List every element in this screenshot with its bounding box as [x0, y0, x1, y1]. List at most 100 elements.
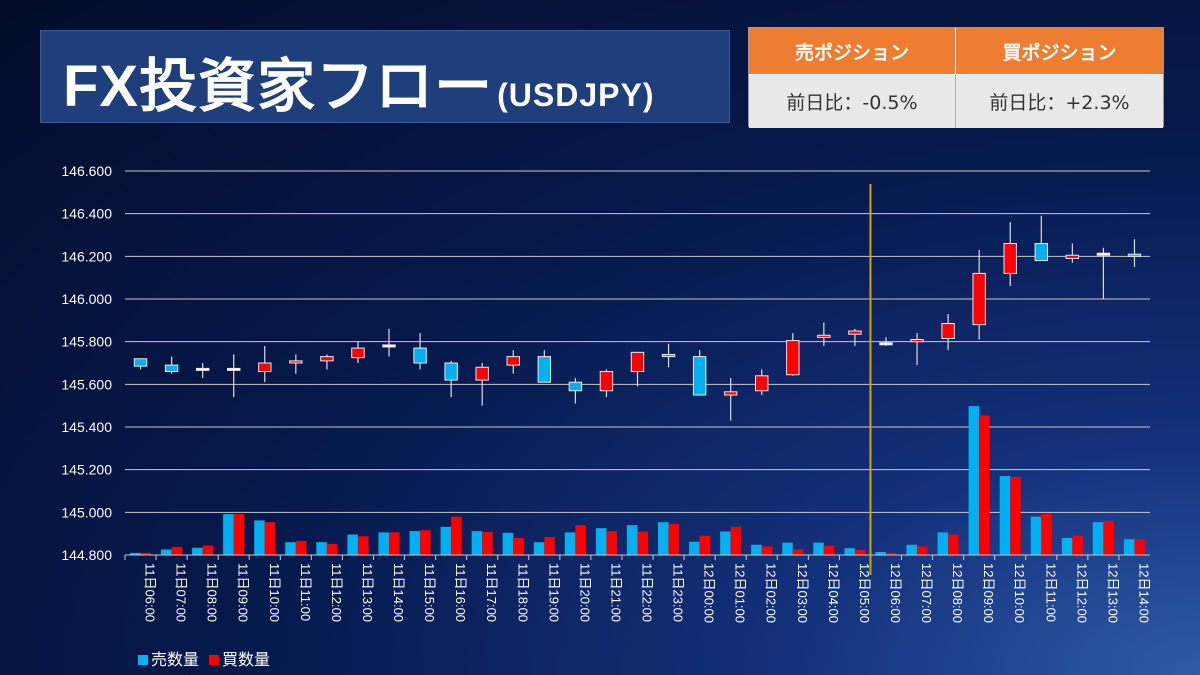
candle-body: [723, 391, 738, 396]
buy-volume-bar: [264, 522, 276, 555]
x-tick-label: 12日10:00: [1012, 563, 1027, 623]
sell-volume-bar: [875, 552, 886, 555]
sell-volume-bar: [813, 542, 824, 555]
buy-volume-bar: [1041, 514, 1052, 555]
x-tick-label: 12日04:00: [826, 563, 841, 623]
x-tick-label: 11日16:00: [453, 563, 468, 622]
y-tick-label: 145.000: [61, 504, 112, 520]
candle-body: [786, 340, 800, 376]
x-tick-label: 12日05:00: [857, 563, 872, 623]
x-tick-label: 11日13:00: [360, 563, 375, 622]
sell-volume-bar: [533, 542, 545, 555]
x-tick-label: 11日12:00: [329, 563, 344, 622]
title-text: FX投資家フロー: [63, 54, 494, 119]
sell-volume-bar: [440, 526, 452, 555]
legend-buy: 買数量: [209, 646, 270, 670]
legend-buy-swatch: [209, 655, 220, 665]
x-tick-label: 11日08:00: [205, 563, 220, 622]
candle-body: [1065, 254, 1080, 259]
candle-body: [320, 356, 334, 362]
buy-volume-bar: [575, 525, 586, 555]
candle-body: [537, 356, 552, 383]
buy-volume-bar: [202, 545, 214, 555]
y-tick-label: 146.600: [61, 163, 112, 179]
position-table: 売ポジション 買ポジション 前日比：-0.5% 前日比：+2.3%: [748, 27, 1164, 128]
sell-volume-bar: [751, 544, 762, 555]
page-title: FX投資家フロー (USDJPY): [63, 39, 654, 123]
x-tick-label: 11日06:00: [143, 563, 158, 622]
x-tick-label: 11日18:00: [515, 563, 530, 622]
buy-volume-bar: [761, 546, 773, 555]
buy-volume-bar: [389, 532, 400, 555]
y-tick-label: 144.800: [61, 547, 112, 563]
title-panel: FX投資家フロー (USDJPY): [40, 30, 730, 123]
sell-volume-bar: [161, 549, 172, 555]
buy-position-header: 買ポジション: [956, 28, 1163, 74]
x-tick-label: 11日14:00: [391, 563, 406, 622]
candle-body: [258, 362, 272, 373]
x-tick-label: 11日07:00: [174, 563, 189, 622]
chart-legend: 売数量 買数量: [138, 646, 270, 670]
buy-volume-bar: [171, 546, 183, 555]
x-tick-label: 11日15:00: [422, 563, 437, 622]
buy-volume-bar: [1103, 520, 1114, 555]
candle-body: [599, 371, 614, 392]
sell-volume-bar: [689, 541, 700, 555]
sell-volume-bar: [409, 531, 421, 555]
x-tick-label: 11日10:00: [267, 563, 282, 622]
y-tick-label: 146.200: [61, 248, 112, 264]
candle-body: [848, 330, 862, 335]
sell-volume-bar: [1030, 516, 1042, 555]
x-tick-label: 11日09:00: [236, 563, 251, 622]
sell-volume-bar: [626, 525, 638, 555]
y-tick-label: 145.200: [61, 462, 112, 478]
buy-position-change: 前日比：+2.3%: [956, 74, 1163, 128]
candle-body: [972, 272, 986, 326]
x-tick-label: 12日03:00: [795, 563, 810, 623]
candle-body: [817, 334, 831, 338]
sell-volume-bar: [223, 514, 234, 555]
candle-body: [941, 323, 955, 339]
sell-volume-bar: [285, 542, 296, 555]
sell-volume-bar: [782, 542, 793, 555]
sell-volume-bar: [844, 548, 855, 555]
buy-volume-bar: [1134, 539, 1146, 555]
buy-volume-bar: [1072, 535, 1083, 555]
x-tick-label: 12日12:00: [1074, 563, 1089, 623]
buy-volume-bar: [606, 531, 617, 555]
candle-body: [444, 362, 458, 381]
buy-volume-bar: [482, 531, 493, 555]
candle-body: [133, 358, 148, 367]
buy-volume-bar: [233, 514, 245, 555]
sell-position-change: 前日比：-0.5%: [749, 74, 956, 128]
sell-volume-bar: [254, 520, 265, 555]
sell-volume-bar: [658, 522, 669, 555]
sell-volume-bar: [937, 532, 949, 555]
x-tick-label: 11日17:00: [484, 563, 499, 622]
x-tick-label: 12日02:00: [764, 563, 779, 623]
x-tick-label: 12日07:00: [919, 563, 934, 623]
x-tick-label: 11日23:00: [671, 563, 686, 622]
sell-volume-bar: [906, 544, 918, 555]
sell-volume-bar: [595, 528, 607, 555]
buy-volume-bar: [823, 545, 835, 555]
legend-sell-swatch: [138, 655, 148, 665]
candle-body: [1034, 243, 1049, 262]
buy-volume-bar: [295, 540, 307, 555]
x-tick-label: 12日08:00: [950, 563, 965, 623]
candle-body: [568, 381, 583, 392]
sell-volume-bar: [1123, 539, 1135, 555]
sell-volume-bar: [999, 476, 1011, 555]
candle-body: [630, 351, 645, 373]
candle-body: [755, 375, 769, 392]
x-tick-label: 11日11:00: [298, 563, 313, 621]
candle-body: [1096, 252, 1111, 256]
y-tick-label: 146.000: [61, 291, 112, 307]
sell-volume-bar: [1061, 537, 1073, 555]
sell-volume-bar: [316, 542, 327, 555]
sell-volume-bar: [564, 532, 576, 555]
candle-body: [413, 347, 427, 364]
sell-volume-bar: [192, 547, 203, 555]
buy-volume-bar: [668, 523, 680, 555]
